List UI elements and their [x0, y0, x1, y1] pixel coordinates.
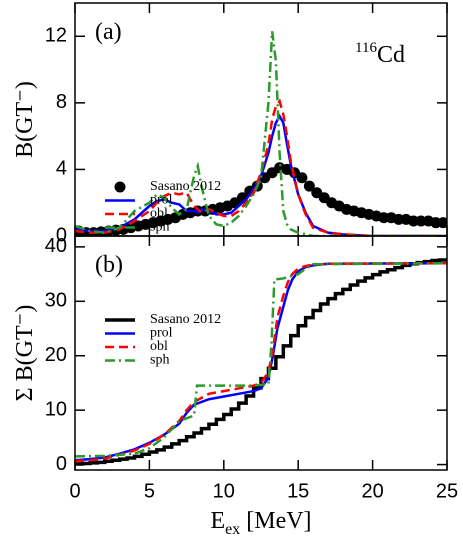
plot-frame	[74, 235, 448, 471]
series-line	[75, 261, 447, 463]
panel-label: (a)	[95, 19, 122, 45]
y-axis-label: B(GT⁻)	[12, 81, 38, 158]
x-tick-label: 5	[144, 480, 155, 502]
panel-label: (b)	[95, 252, 123, 278]
isotope-symbol: Cd	[377, 42, 405, 68]
y-tick-label: 30	[45, 290, 67, 312]
y-tick-label: 20	[45, 344, 67, 366]
legend-label: Sasano 2012	[150, 312, 221, 327]
isotope-label: 116Cd	[355, 40, 405, 68]
isotope-mass: 116	[355, 40, 377, 56]
legend-label: prol	[150, 326, 173, 341]
legend-label: sph	[150, 353, 169, 368]
legend-label: obl	[150, 206, 168, 221]
data-point	[303, 180, 315, 192]
y-tick-label: 4	[56, 158, 67, 180]
x-axis-label: Eex [MeV]	[210, 508, 311, 538]
x-tick-label: 10	[213, 480, 235, 502]
legend-label: sph	[150, 220, 169, 235]
data-point	[296, 172, 308, 184]
legend-marker	[114, 181, 126, 193]
y-tick-label: 0	[56, 224, 67, 246]
x-label-sub: ex	[225, 521, 240, 538]
y-axis-label: Σ B(GT⁻)	[12, 305, 38, 402]
y-tick-label: 0	[56, 453, 67, 475]
y-tick-label: 8	[56, 91, 67, 113]
series-line	[75, 31, 447, 236]
series-line	[75, 98, 447, 236]
plot-area	[75, 258, 447, 466]
x-tick-label: 25	[436, 480, 458, 502]
y-tick-label: 12	[45, 25, 67, 47]
legend-label: Sasano 2012	[150, 179, 221, 194]
legend-label: obl	[150, 339, 168, 354]
x-tick-label: 20	[361, 480, 383, 502]
y-tick-label: 40	[45, 235, 67, 257]
legend-label: prol	[150, 193, 173, 208]
x-label-unit: [MeV]	[246, 508, 311, 534]
x-label-main: E	[210, 508, 225, 534]
x-tick-label: 15	[287, 480, 309, 502]
x-tick-label: 0	[69, 480, 80, 502]
plot-area	[75, 31, 447, 236]
series-line	[75, 258, 447, 466]
y-tick-label: 10	[45, 398, 67, 420]
data-point	[437, 217, 447, 229]
